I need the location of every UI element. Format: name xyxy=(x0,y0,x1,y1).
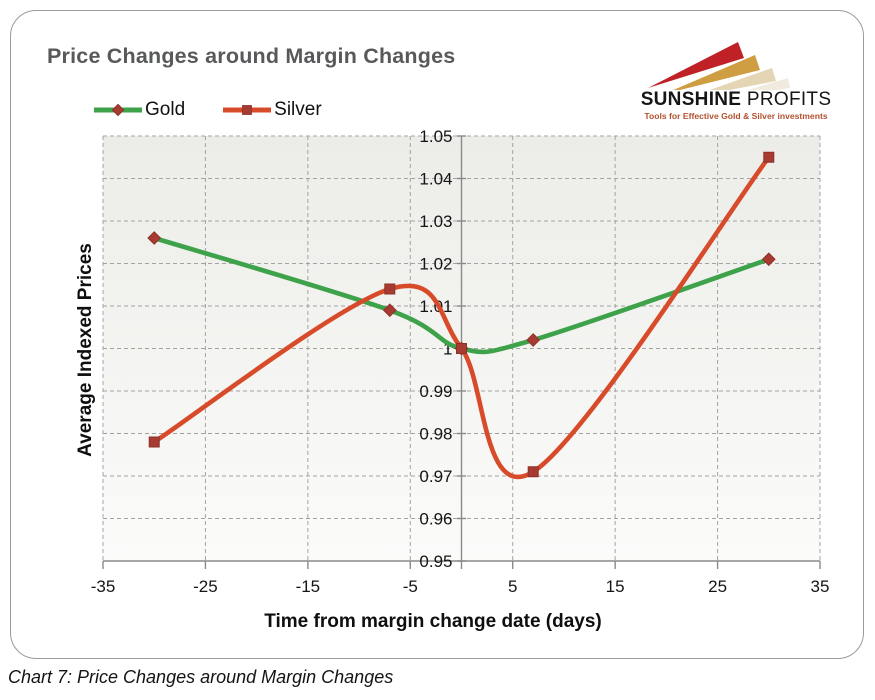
brand-name: SUNSHINE PROFITS xyxy=(636,90,836,110)
y-axis-title: Average Indexed Prices xyxy=(75,243,96,457)
arrow-shape-2 xyxy=(673,55,760,90)
arrow-shape-4 xyxy=(747,78,790,90)
legend: Gold Silver xyxy=(94,99,322,121)
brand-name-regular: PROFITS xyxy=(746,89,832,110)
arrow-shape-3 xyxy=(709,68,776,90)
brand-tagline: Tools for Effective Gold & Silver invest… xyxy=(644,111,828,121)
legend-item-gold: Gold xyxy=(94,99,185,121)
brand-logo: SUNSHINE PROFITS Tools for Effective Gol… xyxy=(636,26,836,121)
legend-item-silver: Silver xyxy=(223,99,322,121)
plot-area xyxy=(103,136,820,561)
arrow-shape-1 xyxy=(648,42,744,88)
chart-caption: Chart 7: Price Changes around Margin Cha… xyxy=(8,667,394,687)
legend-label-gold: Gold xyxy=(145,99,186,120)
legend-swatch-silver-icon xyxy=(223,105,272,115)
legend-label-silver: Silver xyxy=(274,99,322,120)
x-axis-title: Time from margin change date (days) xyxy=(264,611,602,632)
chart-title: Price Changes around Margin Changes xyxy=(47,44,456,68)
legend-swatch-gold-icon xyxy=(94,103,142,117)
sunshine-arrows-icon xyxy=(648,42,790,90)
brand-name-bold: SUNSHINE xyxy=(640,89,742,110)
